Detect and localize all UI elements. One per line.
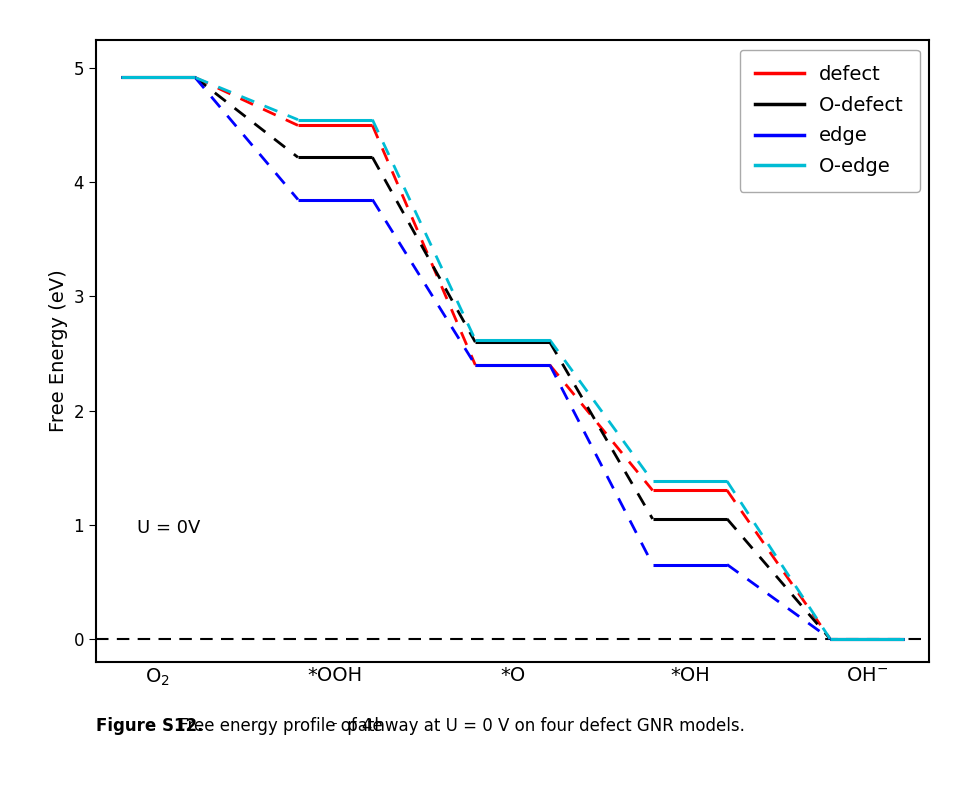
Text: -: - xyxy=(332,717,337,730)
Legend: defect, O-defect, edge, O-edge: defect, O-defect, edge, O-edge xyxy=(740,49,920,192)
Y-axis label: Free Energy (eV): Free Energy (eV) xyxy=(49,269,68,432)
Text: Figure S12.: Figure S12. xyxy=(96,717,203,736)
Text: U = 0V: U = 0V xyxy=(138,519,201,536)
Text: pathway at U = 0 V on four defect GNR models.: pathway at U = 0 V on four defect GNR mo… xyxy=(342,717,745,736)
Text: Free energy profile of 4e: Free energy profile of 4e xyxy=(174,717,383,736)
